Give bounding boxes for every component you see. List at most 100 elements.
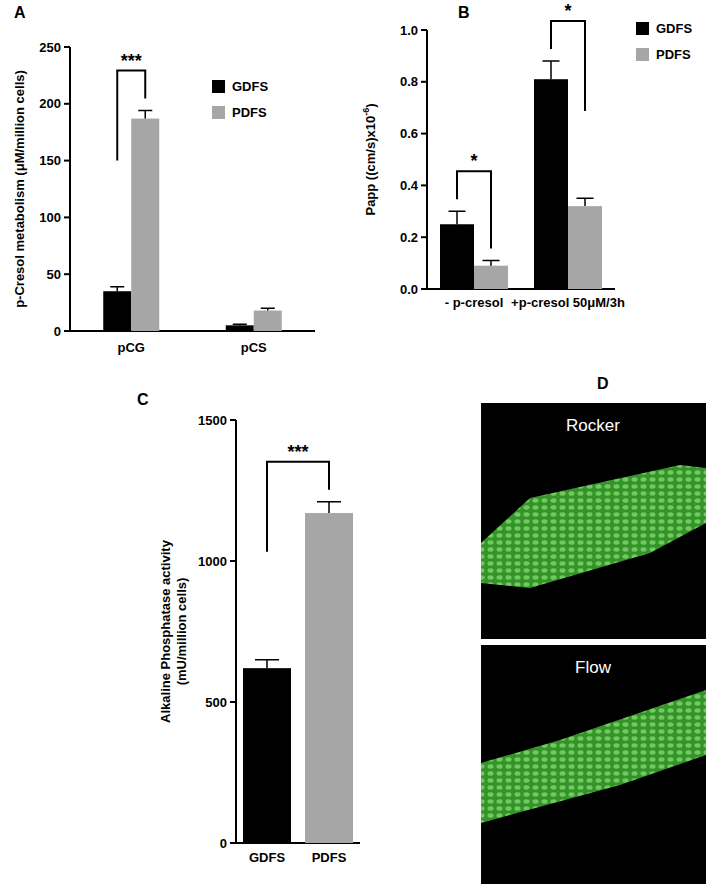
- x-tick-label: PDFS: [312, 850, 347, 865]
- legend-label: PDFS: [656, 47, 691, 62]
- y-label: (mU/million cells): [174, 578, 189, 686]
- panel-label: A: [14, 4, 26, 21]
- bar: [243, 668, 291, 843]
- significance-label: ***: [287, 442, 308, 462]
- error-bar: [255, 660, 279, 668]
- y-tick-label: 0.0: [400, 282, 418, 297]
- y-tick: [421, 29, 427, 31]
- y-axis: [69, 47, 71, 331]
- x-tick-label: pCS: [241, 340, 267, 355]
- panel-d: D Rocker Flow: [481, 375, 706, 884]
- y-tick: [421, 288, 427, 290]
- y-tick: [64, 46, 70, 48]
- error-bar: [577, 198, 594, 206]
- legend-swatch: [636, 48, 649, 61]
- significance-label: ***: [121, 51, 142, 71]
- error-bar: [317, 502, 341, 513]
- y-tick-label: 500: [205, 695, 227, 710]
- y-label: Alkaline Phosphatase activity: [158, 539, 173, 723]
- y-tick: [421, 236, 427, 238]
- tissue: [481, 465, 706, 588]
- image-label: Rocker: [566, 416, 620, 435]
- panel-label: C: [137, 391, 149, 408]
- y-tick: [230, 701, 236, 703]
- y-label-text: p-Cresol metabolism (μM/million cells): [12, 70, 27, 308]
- error-bar: [110, 287, 124, 292]
- y-tick: [64, 273, 70, 275]
- legend-label: PDFS: [232, 105, 267, 120]
- legend-label: GDFS: [656, 21, 692, 36]
- significance-bracket: [117, 71, 145, 161]
- y-tick-label: 1500: [198, 413, 227, 428]
- x-tick-label: - p-cresol: [445, 295, 504, 310]
- bar: [254, 311, 282, 331]
- bars: [103, 111, 282, 331]
- y-tick: [64, 103, 70, 105]
- y-label: p-Cresol metabolism (μM/million cells): [12, 70, 27, 308]
- y-tick-label: 0.2: [400, 230, 418, 245]
- y-tick-label: 200: [39, 96, 61, 111]
- y-tick-label: 0.8: [400, 74, 418, 89]
- error-bar: [233, 324, 247, 325]
- y-tick-label: 100: [39, 210, 61, 225]
- legend-swatch: [212, 80, 225, 93]
- y-tick-label: 0.6: [400, 126, 418, 141]
- y-tick: [64, 160, 70, 162]
- y-axis: [426, 30, 428, 289]
- legend-label: GDFS: [232, 79, 268, 94]
- error-bar: [449, 211, 466, 224]
- error-bar: [483, 261, 500, 266]
- y-tick-label: 50: [47, 267, 61, 282]
- tissue: [481, 690, 706, 823]
- y-tick-label: 250: [39, 40, 61, 55]
- panel-c: C 0 500 1000 1500 Alkaline Phosphatase activi…: [137, 391, 360, 865]
- y-label-sup: -6: [361, 108, 371, 116]
- y-tick: [230, 842, 236, 844]
- bar: [226, 325, 254, 331]
- y-tick: [421, 81, 427, 83]
- figure: A 0 50 100 150 200 250 p-Cresol metabolism (μM/…: [0, 0, 708, 884]
- y-tick: [230, 419, 236, 421]
- significance-bracket: [457, 171, 491, 248]
- panel-a: A 0 50 100 150 200 250 p-Cresol metabolism (μM/…: [12, 4, 315, 355]
- bar: [568, 206, 602, 289]
- y-tick-label: 0: [54, 324, 61, 339]
- y-tick-label: 0.4: [400, 178, 419, 193]
- bar: [305, 513, 353, 843]
- significance-bracket: [267, 462, 329, 552]
- x-tick-label: GDFS: [249, 850, 285, 865]
- micrograph: [481, 645, 706, 884]
- significance-label: *: [564, 1, 571, 21]
- error-bar: [543, 61, 560, 79]
- y-tick: [230, 560, 236, 562]
- y-tick: [64, 216, 70, 218]
- y-label-end: ): [363, 103, 378, 107]
- error-bar: [138, 111, 152, 119]
- bar: [131, 119, 159, 331]
- bar: [474, 266, 508, 289]
- error-bar: [261, 308, 275, 310]
- y-tick: [421, 133, 427, 135]
- y-tick: [421, 184, 427, 186]
- bar: [440, 224, 474, 289]
- y-tick-label: 1000: [198, 554, 227, 569]
- image-label: Flow: [575, 658, 612, 677]
- significance-label: *: [470, 151, 477, 171]
- bar: [103, 291, 131, 331]
- panel-label: D: [597, 375, 609, 392]
- bars: [440, 61, 602, 289]
- y-label: Papp ((cm/s)x10-6): [361, 103, 378, 215]
- panel-b: B 0.0 0.2 0.4 0.6 0.8 1.0 Papp ((cm/s)x10-6) - p…: [361, 1, 692, 310]
- bar: [534, 79, 568, 289]
- y-label-text: Papp ((cm/s)x10: [363, 116, 378, 216]
- x-tick-label: +p-cresol 50μM/3h: [511, 295, 625, 310]
- panel-label: B: [458, 4, 470, 21]
- y-tick: [64, 330, 70, 332]
- significance-bracket: [551, 21, 585, 111]
- x-tick-label: pCG: [118, 340, 145, 355]
- y-axis: [235, 420, 237, 843]
- y-tick-label: 150: [39, 153, 61, 168]
- legend-swatch: [212, 106, 225, 119]
- y-tick-label: 1.0: [400, 23, 418, 38]
- y-tick-label: 0: [220, 836, 227, 851]
